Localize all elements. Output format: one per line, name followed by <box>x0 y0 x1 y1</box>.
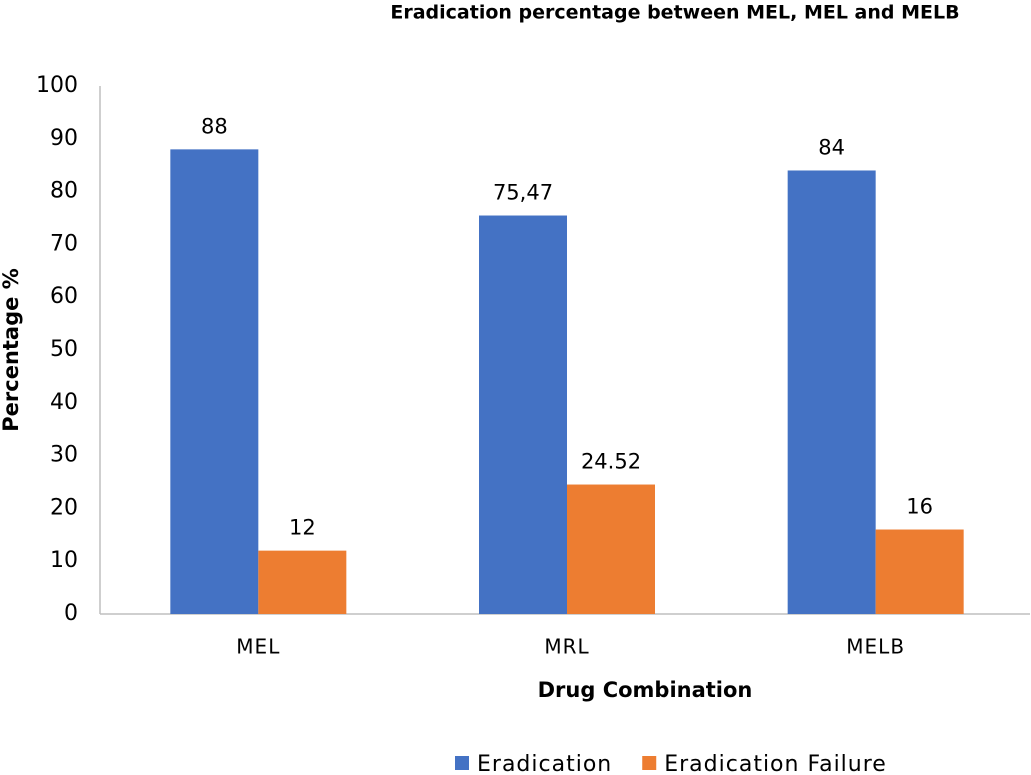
legend-label: Eradication Failure <box>664 752 887 775</box>
x-axis-title: Drug Combination <box>538 678 753 702</box>
y-tick-label: 10 <box>50 548 78 573</box>
x-tick-label: MEL <box>236 635 280 659</box>
data-label: 24.52 <box>581 450 641 474</box>
bar <box>787 170 876 615</box>
data-label: 84 <box>818 135 845 159</box>
y-tick-label: 40 <box>50 390 78 415</box>
y-tick-label: 100 <box>36 73 78 98</box>
data-label: 16 <box>906 495 933 519</box>
y-tick-label: 30 <box>50 443 78 468</box>
data-label: 88 <box>201 114 228 138</box>
bar <box>567 484 655 614</box>
bar <box>170 149 259 615</box>
y-tick-label: 20 <box>50 495 78 520</box>
y-tick-label: 80 <box>50 179 78 204</box>
data-label: 12 <box>289 516 316 540</box>
x-tick-label: MRL <box>544 635 589 659</box>
data-label: 75,47 <box>493 181 553 205</box>
chart-title: Eradication percentage between MEL, MEL … <box>390 2 959 24</box>
y-tick-label: 70 <box>50 231 78 256</box>
y-axis-title: Percentage % <box>0 268 23 431</box>
y-tick-label: 60 <box>50 284 78 309</box>
bar <box>479 215 567 614</box>
bar <box>258 550 347 614</box>
legend-swatch <box>455 756 469 770</box>
y-tick-label: 50 <box>50 337 78 362</box>
x-tick-label: MELB <box>846 635 905 659</box>
legend-swatch <box>642 756 657 770</box>
y-tick-label: 90 <box>50 126 78 151</box>
y-tick-label: 0 <box>64 601 78 626</box>
bar <box>875 529 964 614</box>
legend-label: Eradication <box>477 752 612 775</box>
